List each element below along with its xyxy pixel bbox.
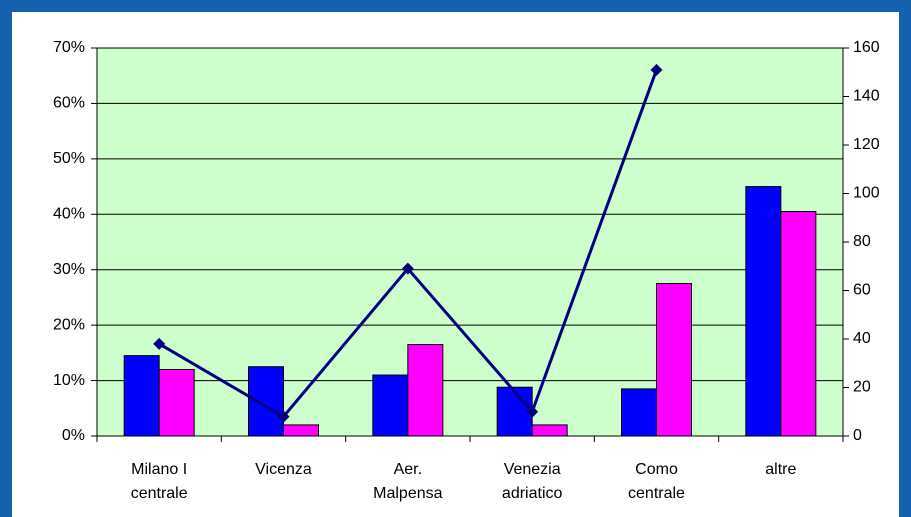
y-tick-label: 20% bbox=[53, 316, 85, 333]
x-tick-label-line: altre bbox=[765, 461, 796, 478]
y2-tick-label: 100 bbox=[853, 185, 880, 202]
x-tick-label: Vicenza bbox=[255, 461, 312, 478]
y2-tick-label: 80 bbox=[853, 233, 871, 250]
marker bbox=[401, 262, 414, 275]
y2-tick-label: 160 bbox=[853, 39, 880, 56]
bar bbox=[621, 388, 657, 437]
x-tick-label: altre bbox=[765, 461, 796, 478]
y2-tick-label: 0 bbox=[853, 427, 862, 444]
marker bbox=[153, 337, 166, 350]
y-tick-label: 30% bbox=[53, 261, 85, 278]
y-tick-label: 40% bbox=[53, 206, 85, 223]
x-tick-label: Milano I centrale bbox=[131, 461, 188, 502]
bar bbox=[531, 424, 568, 437]
bar bbox=[372, 374, 409, 437]
y-tick-label: 60% bbox=[53, 95, 85, 112]
y2-tick-label: 120 bbox=[853, 136, 880, 153]
y2-tick-label: 60 bbox=[853, 282, 871, 299]
x-tick-label-line: Milano I bbox=[131, 461, 187, 478]
x-tick-label-line: Malpensa bbox=[373, 485, 442, 502]
x-tick-label-line: Vicenza bbox=[255, 461, 312, 478]
x-tick-label-line: Aer. bbox=[394, 461, 422, 478]
y2-tick-label: 40 bbox=[853, 330, 871, 347]
bar bbox=[158, 368, 195, 437]
y-tick-label: 70% bbox=[53, 39, 85, 56]
y2-tick-label: 140 bbox=[853, 88, 880, 105]
x-tick-label-line: Venezia bbox=[504, 461, 561, 478]
bar bbox=[407, 344, 444, 437]
x-tick-label-line: adriatico bbox=[502, 485, 563, 502]
marker bbox=[650, 63, 663, 76]
y-tick-label: 0% bbox=[62, 427, 85, 444]
bar bbox=[780, 211, 817, 437]
bar bbox=[745, 186, 782, 437]
marker bbox=[526, 405, 539, 418]
y-tick-label: 50% bbox=[53, 150, 85, 167]
x-tick-label-line: centrale bbox=[628, 485, 685, 502]
bar bbox=[283, 424, 319, 437]
x-tick-label: Aer. Malpensa bbox=[373, 461, 442, 502]
y-tick-label: 10% bbox=[53, 372, 85, 389]
x-tick-label: Como centrale bbox=[628, 461, 685, 502]
bar bbox=[123, 355, 160, 437]
x-tick-label-line: Como bbox=[635, 461, 678, 478]
x-tick-label: Venezia adriatico bbox=[502, 461, 563, 502]
marker bbox=[277, 410, 290, 423]
bar bbox=[248, 366, 284, 437]
y2-tick-label: 20 bbox=[853, 379, 871, 396]
x-tick-label-line: centrale bbox=[131, 485, 188, 502]
plot-area bbox=[97, 48, 843, 436]
bar bbox=[656, 283, 692, 437]
